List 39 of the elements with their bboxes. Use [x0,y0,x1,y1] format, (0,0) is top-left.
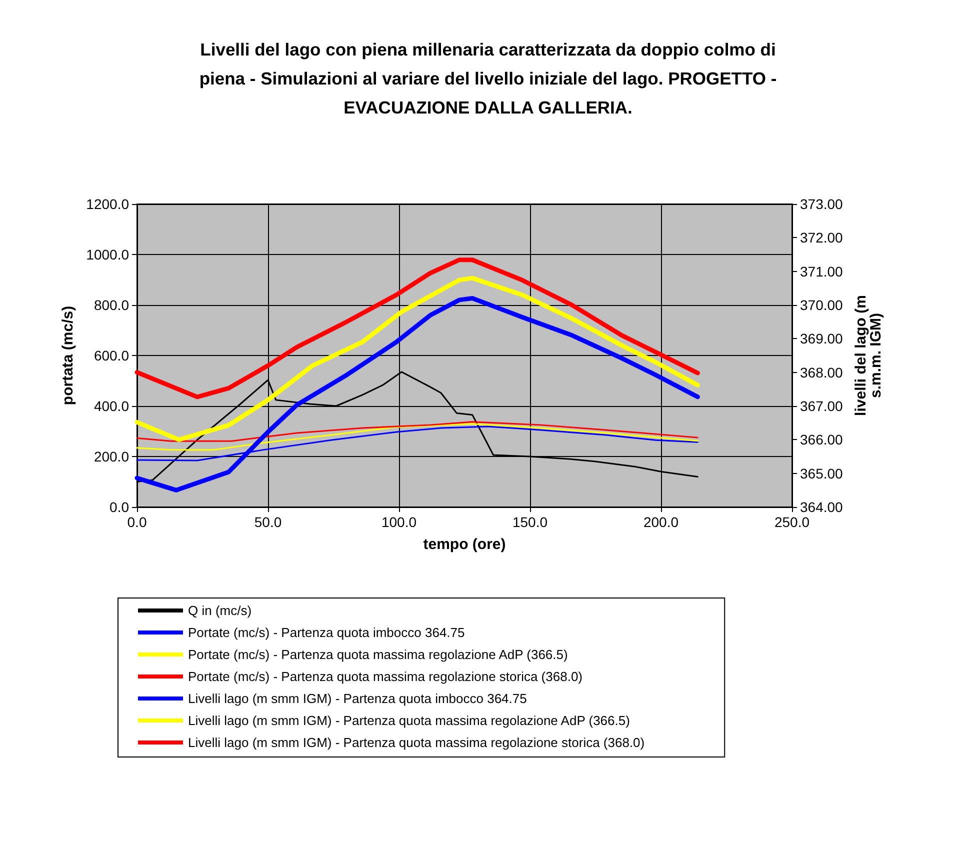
legend-label: Portate (mc/s) - Partenza quota massima regolazione storica (368.0) [188,669,583,684]
x-tick-label: 0.0 [127,514,147,530]
x-tick-label: 150.0 [512,514,548,530]
legend-label: Livelli lago (m smm IGM) - Partenza quota imbocco 364.75 [188,691,527,706]
legend-label: Q in (mc/s) [188,603,252,618]
line-series [134,276,700,442]
y2-tick-label: 372.00 [800,230,844,246]
y-tick-label: 200.0 [94,448,130,464]
y2-tick-label: 368.00 [800,364,844,380]
y2-tick-label: 367.00 [800,398,844,414]
legend-label: Portate (mc/s) - Partenza quota massima regolazione AdP (366.5) [188,647,568,662]
y2-tick-label: 364.00 [800,499,844,515]
line-series [136,421,698,442]
y-tick-label: 1200.0 [86,196,130,212]
y2-tick-label: 370.00 [800,297,844,313]
x-tick-label: 250.0 [774,514,810,530]
x-tick-label: 100.0 [381,514,417,530]
y2-tick-label: 371.00 [800,263,844,280]
x-tick-label: 50.0 [254,514,282,530]
line-series [134,296,700,492]
y-tick-label: 800.0 [94,297,130,313]
line-series [136,423,698,451]
line-series [134,258,700,400]
y-tick-label: 600.0 [94,348,130,364]
legend-label: Livelli lago (m smm IGM) - Partenza quota massima regolazione AdP (366.5) [188,713,630,728]
y2-tick-label: 373.00 [800,196,844,212]
y2-tick-label: 366.00 [800,432,844,448]
y-tick-label: 400.0 [94,398,130,414]
chart-title: Livelli del lago con piena millenaria caratterizzata da doppio colmo di piena - Simulazioni al variare del livello iniziale del lago. PROGETTO - EVACUAZIONE DALLA GALLERIA. [199,40,777,118]
x-tick-label: 200.0 [643,514,679,530]
legend-label: Portate (mc/s) - Partenza quota imbocco 364.75 [188,625,465,640]
y-axis-title: portata (mc/s) [59,306,76,406]
y2-tick-label: 369.00 [800,330,844,347]
legend-label: Livelli lago (m smm IGM) - Partenza quota massima regolazione storica (368.0) [188,735,645,750]
y2-axis-title: livelli del lago (m s.m.m. IGM) [852,295,885,416]
x-axis-title: tempo (ore) [423,536,506,553]
y-tick-label: 1000.0 [86,246,130,262]
y2-tick-label: 365.00 [800,465,844,482]
y-tick-label: 0.0 [110,499,130,515]
